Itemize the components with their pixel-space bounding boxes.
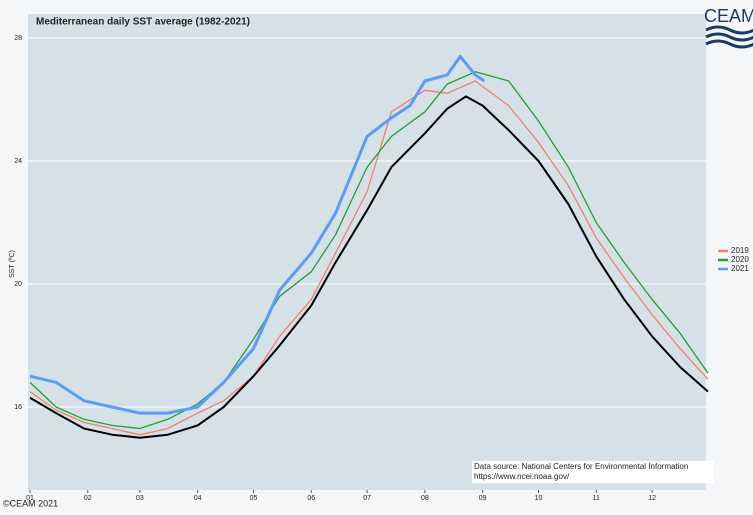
source-box	[472, 461, 714, 483]
lines	[29, 54, 709, 439]
legend-label: 2019	[731, 246, 749, 255]
series-line	[29, 54, 486, 415]
plot-background	[28, 14, 706, 490]
x-tick-label: 07	[363, 495, 371, 502]
logo-waves	[705, 25, 753, 49]
y-tick-label: 16	[14, 404, 22, 411]
y-tick-label: 20	[14, 281, 22, 288]
logo: CEAM	[704, 6, 753, 26]
y-tick-label: 24	[14, 158, 22, 165]
x-tick-label: 11	[593, 495, 600, 502]
chart-title: Mediterranean daily SST average (1982-20…	[36, 17, 250, 28]
legend-label: 2020	[731, 255, 749, 264]
x-tick-label: 05	[250, 495, 258, 502]
x-tick-label: 01	[26, 495, 34, 502]
x-tick-label: 12	[648, 495, 656, 502]
series-line	[29, 80, 709, 436]
copyright: ©CEAM 2021	[3, 498, 58, 508]
source-url: https://www.ncei.noaa.gov/	[474, 472, 570, 481]
x-tick-label: 10	[535, 495, 543, 502]
y-axis-label: SST (ºC)	[9, 250, 16, 278]
x-tick-label: 08	[421, 495, 429, 502]
series-line	[29, 71, 709, 430]
x-tick-label: 02	[84, 495, 92, 502]
x-tick-label: 04	[194, 495, 202, 502]
grid: 16 20 24 28 01 02 03 04 05 06 07 08 09 10 11 12	[14, 35, 706, 502]
x-tick-label: 03	[136, 495, 144, 502]
x-tick-label: 06	[307, 495, 315, 502]
y-tick-label: 28	[14, 35, 22, 42]
series-line	[29, 95, 709, 439]
source-text: Data source: National Centers for Enviro…	[474, 462, 688, 471]
x-tick-label: 09	[479, 495, 487, 502]
legend-label: 2021	[731, 264, 749, 273]
